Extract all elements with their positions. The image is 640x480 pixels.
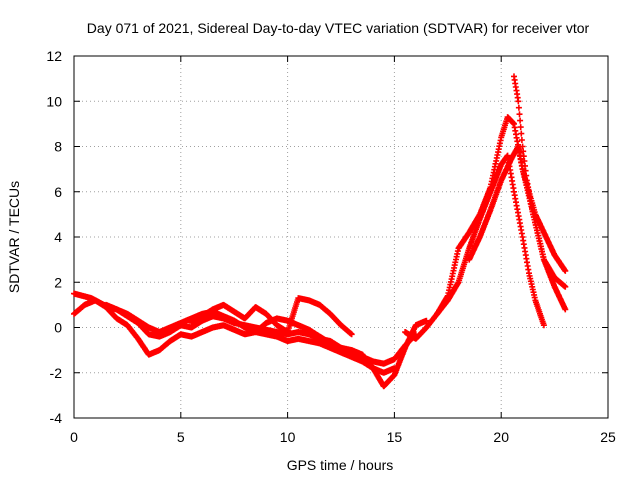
x-tick-label: 5: [177, 429, 185, 445]
y-tick-label: -4: [50, 410, 63, 426]
y-tick-label: 12: [46, 48, 62, 64]
y-tick-label: 2: [54, 274, 62, 290]
grid: [74, 56, 608, 418]
chart-title: Day 071 of 2021, Sidereal Day-to-day VTE…: [87, 20, 590, 36]
x-tick-label: 25: [600, 429, 616, 445]
series-track-8: [511, 73, 569, 313]
y-tick-label: 10: [46, 93, 62, 109]
y-tick-label: 4: [54, 229, 62, 245]
x-tick-label: 15: [387, 429, 403, 445]
x-tick-label: 10: [280, 429, 296, 445]
x-tick-label: 0: [70, 429, 78, 445]
x-tick-label: 20: [493, 429, 509, 445]
x-axis-label: GPS time / hours: [287, 457, 394, 473]
point-markers: [511, 73, 569, 313]
y-axis-label: SDTVAR / TECUs: [6, 181, 22, 293]
y-tick-label: 6: [54, 184, 62, 200]
y-tick-label: 8: [54, 139, 62, 155]
data-points: [71, 73, 569, 390]
point-markers: [188, 295, 355, 338]
y-tick-label: -2: [50, 365, 63, 381]
y-tick-label: 0: [54, 320, 62, 336]
axis-ticks: 0 5 10 15 20 25 -4 -2 0 2 4 6 8 10 12: [46, 48, 616, 445]
series-track-4: [188, 295, 355, 338]
